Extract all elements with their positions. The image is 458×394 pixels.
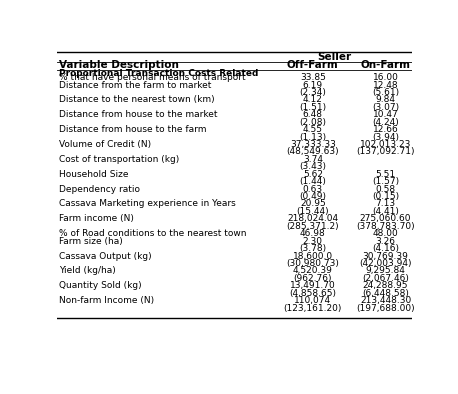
- Text: 275,060.60: 275,060.60: [360, 214, 411, 223]
- Text: Volume of Credit (N): Volume of Credit (N): [59, 140, 151, 149]
- Text: 13,491.70: 13,491.70: [290, 281, 336, 290]
- Text: Non-farm Income (N): Non-farm Income (N): [59, 296, 154, 305]
- Text: 4.12: 4.12: [303, 95, 323, 104]
- Text: 9.84: 9.84: [376, 95, 396, 104]
- Text: 12.66: 12.66: [373, 125, 398, 134]
- Text: (15.44): (15.44): [296, 207, 329, 216]
- Text: 102,013.23: 102,013.23: [360, 140, 411, 149]
- Text: 5.62: 5.62: [303, 170, 323, 179]
- Text: Dependency ratio: Dependency ratio: [59, 185, 140, 193]
- Text: 4,520.39: 4,520.39: [293, 266, 333, 275]
- Text: (6,448.58): (6,448.58): [362, 289, 409, 298]
- Text: 30,769.39: 30,769.39: [363, 251, 409, 260]
- Text: Distance to the nearest town (km): Distance to the nearest town (km): [59, 95, 215, 104]
- Text: % that have personal means of transport: % that have personal means of transport: [59, 73, 245, 82]
- Text: 110,074: 110,074: [294, 296, 332, 305]
- Text: Distance from house to the market: Distance from house to the market: [59, 110, 218, 119]
- Text: 24,288.95: 24,288.95: [363, 281, 409, 290]
- Text: Distance from the farm to market: Distance from the farm to market: [59, 80, 212, 89]
- Text: (1.13): (1.13): [299, 132, 327, 141]
- Text: (137,092.71): (137,092.71): [356, 147, 415, 156]
- Text: (48,549.63): (48,549.63): [287, 147, 339, 156]
- Text: 3.26: 3.26: [376, 237, 396, 245]
- Text: (4.24): (4.24): [372, 118, 399, 127]
- Text: Seller: Seller: [317, 52, 351, 62]
- Text: (285,371.2): (285,371.2): [287, 222, 339, 231]
- Text: 37,333.33: 37,333.33: [290, 140, 336, 149]
- Text: Yield (kg/ha): Yield (kg/ha): [59, 266, 116, 275]
- Text: Farm size (ha): Farm size (ha): [59, 237, 123, 245]
- Text: 33.85: 33.85: [300, 73, 326, 82]
- Text: 6.48: 6.48: [303, 110, 323, 119]
- Text: 46.98: 46.98: [300, 229, 326, 238]
- Text: Cassava Output (kg): Cassava Output (kg): [59, 251, 152, 260]
- Text: (42,003.94): (42,003.94): [360, 259, 412, 268]
- Text: (30,980.73): (30,980.73): [286, 259, 339, 268]
- Text: (1.44): (1.44): [300, 177, 326, 186]
- Text: 48.00: 48.00: [373, 229, 398, 238]
- Text: Off-Farm: Off-Farm: [287, 61, 338, 71]
- Text: (3.78): (3.78): [299, 244, 327, 253]
- Text: 5.51: 5.51: [376, 170, 396, 179]
- Text: (4.16): (4.16): [372, 244, 399, 253]
- Text: 4.55: 4.55: [303, 125, 323, 134]
- Text: On-Farm: On-Farm: [360, 61, 410, 71]
- Text: 0.58: 0.58: [376, 185, 396, 193]
- Text: % of Road conditions to the nearest town: % of Road conditions to the nearest town: [59, 229, 246, 238]
- Text: 0.63: 0.63: [303, 185, 323, 193]
- Text: Cost of transportation (kg): Cost of transportation (kg): [59, 155, 179, 164]
- Text: 18,600.0: 18,600.0: [293, 251, 333, 260]
- Text: (4.41): (4.41): [372, 207, 399, 216]
- Text: (3.94): (3.94): [372, 132, 399, 141]
- Text: (0.49): (0.49): [300, 192, 326, 201]
- Text: (1.57): (1.57): [372, 177, 399, 186]
- Text: (0.15): (0.15): [372, 192, 399, 201]
- Text: (2,067.46): (2,067.46): [362, 274, 409, 283]
- Text: (2.34): (2.34): [300, 88, 326, 97]
- Text: 9,295.84: 9,295.84: [365, 266, 405, 275]
- Text: 2.30: 2.30: [303, 237, 323, 245]
- Text: Farm income (N): Farm income (N): [59, 214, 134, 223]
- Text: Cassava Marketing experience in Years: Cassava Marketing experience in Years: [59, 199, 236, 208]
- Text: (5.61): (5.61): [372, 88, 399, 97]
- Text: Quantity Sold (kg): Quantity Sold (kg): [59, 281, 142, 290]
- Text: Distance from house to the farm: Distance from house to the farm: [59, 125, 207, 134]
- Text: (962.76): (962.76): [294, 274, 332, 283]
- Text: (2.08): (2.08): [300, 118, 326, 127]
- Text: (197,688.00): (197,688.00): [356, 303, 415, 312]
- Text: 218,024.04: 218,024.04: [287, 214, 338, 223]
- Text: 7.13: 7.13: [376, 199, 396, 208]
- Text: 213,448.30: 213,448.30: [360, 296, 411, 305]
- Text: 12.48: 12.48: [373, 80, 398, 89]
- Text: Variable Description: Variable Description: [59, 61, 179, 71]
- Text: 10.47: 10.47: [373, 110, 398, 119]
- Text: (3.43): (3.43): [300, 162, 326, 171]
- Text: 3.74: 3.74: [303, 155, 323, 164]
- Text: 6.19: 6.19: [303, 80, 323, 89]
- Text: (4,858.65): (4,858.65): [289, 289, 336, 298]
- Text: 20.95: 20.95: [300, 199, 326, 208]
- Text: (378,783.70): (378,783.70): [356, 222, 415, 231]
- Text: (123,161.20): (123,161.20): [284, 303, 342, 312]
- Text: (1.51): (1.51): [299, 103, 327, 112]
- Text: Proportional Transaction Costs Related: Proportional Transaction Costs Related: [59, 69, 258, 78]
- Text: (3.07): (3.07): [372, 103, 399, 112]
- Text: Household Size: Household Size: [59, 170, 129, 179]
- Text: 16.00: 16.00: [373, 73, 398, 82]
